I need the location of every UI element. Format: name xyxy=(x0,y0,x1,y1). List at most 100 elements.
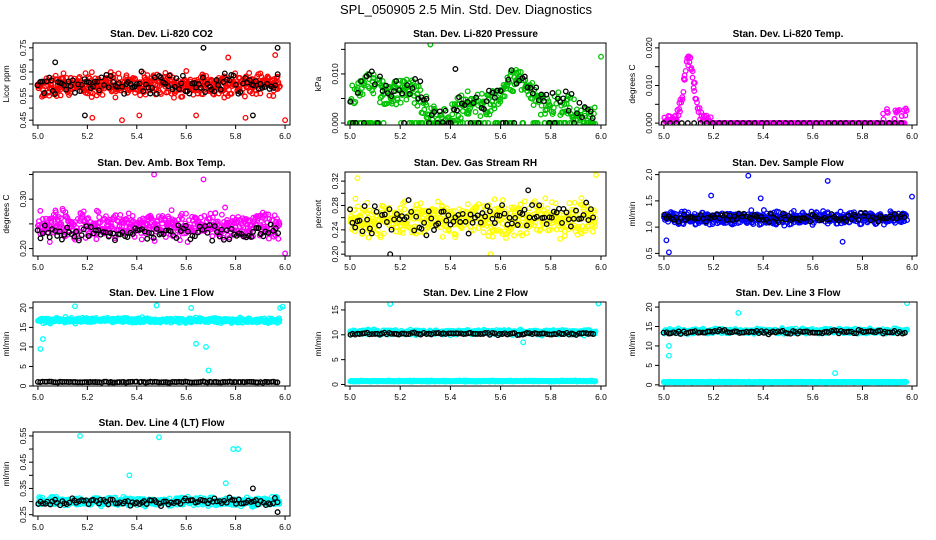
x-tick-label: 6.0 xyxy=(279,392,291,402)
data-point xyxy=(590,120,597,125)
data-point xyxy=(153,225,160,232)
y-tick-label: 0.30 xyxy=(18,191,28,208)
x-tick-label: 5.4 xyxy=(444,262,456,272)
data-point xyxy=(216,233,223,240)
data-point xyxy=(879,120,886,125)
data-point xyxy=(266,216,273,223)
data-point xyxy=(215,82,222,89)
data-point xyxy=(228,379,235,386)
data-point xyxy=(592,120,599,125)
plot-frame xyxy=(344,42,607,126)
data-point xyxy=(533,84,540,91)
data-point xyxy=(439,202,445,209)
data-point xyxy=(719,212,726,219)
x-tick-label: 5.2 xyxy=(81,131,93,141)
y-tick-label: 0.20 xyxy=(18,240,28,257)
data-point xyxy=(398,120,405,125)
data-point xyxy=(598,53,604,60)
data-point xyxy=(48,217,55,224)
data-point xyxy=(693,220,699,227)
data-point xyxy=(182,222,189,229)
data-point xyxy=(667,120,674,125)
data-point xyxy=(349,219,356,226)
data-point xyxy=(426,112,432,118)
data-point xyxy=(567,223,574,230)
data-point xyxy=(94,78,101,85)
data-point xyxy=(673,117,680,124)
data-point xyxy=(168,207,175,214)
data-point xyxy=(782,120,789,125)
data-point xyxy=(794,120,801,125)
data-point xyxy=(527,84,534,91)
data-point xyxy=(464,99,471,105)
data-point xyxy=(64,224,71,231)
data-point xyxy=(160,379,167,386)
x-tick-label: 5.4 xyxy=(131,392,143,402)
x-tick-label: 5.4 xyxy=(444,131,456,141)
data-point xyxy=(218,211,225,218)
data-point xyxy=(237,89,244,96)
data-point xyxy=(660,120,667,125)
data-point xyxy=(529,79,536,86)
data-point xyxy=(434,198,441,205)
data-point xyxy=(724,216,730,223)
data-point xyxy=(593,172,599,178)
data-point xyxy=(533,213,540,220)
data-point xyxy=(589,115,596,122)
points-layer xyxy=(346,43,604,125)
data-point xyxy=(376,222,383,229)
data-point xyxy=(356,217,363,224)
data-point xyxy=(679,96,686,103)
data-point xyxy=(207,83,213,90)
data-point xyxy=(82,70,89,77)
data-point xyxy=(578,195,585,202)
data-point xyxy=(579,114,585,121)
data-point xyxy=(689,68,696,75)
data-point xyxy=(745,172,752,179)
data-point xyxy=(39,230,46,237)
x-tick-label: 6.0 xyxy=(279,262,291,272)
data-point xyxy=(837,208,844,215)
data-point xyxy=(401,120,408,125)
data-point xyxy=(89,114,96,121)
data-point xyxy=(464,88,471,95)
data-point xyxy=(512,214,519,221)
data-point xyxy=(709,120,716,125)
data-point xyxy=(826,216,833,222)
data-point xyxy=(494,212,501,219)
data-point xyxy=(469,219,476,226)
x-tick-label: 5.0 xyxy=(658,131,670,141)
data-point xyxy=(825,120,832,125)
data-point xyxy=(46,239,53,245)
y-tick-label: 0.75 xyxy=(18,39,28,56)
data-point xyxy=(451,106,458,113)
data-point xyxy=(550,104,557,111)
data-point xyxy=(79,211,86,218)
data-point xyxy=(570,116,577,123)
data-point xyxy=(440,208,447,215)
data-point xyxy=(85,233,92,239)
chart-title: Stan. Dev. Amb. Box Temp. xyxy=(97,158,225,169)
data-point xyxy=(473,205,480,212)
data-point xyxy=(48,77,55,84)
data-point xyxy=(745,120,752,125)
data-point xyxy=(186,217,192,224)
data-point xyxy=(489,233,496,240)
data-point xyxy=(760,216,767,223)
data-point xyxy=(37,345,44,352)
data-point xyxy=(153,90,160,97)
data-point xyxy=(354,89,361,96)
data-point xyxy=(536,202,543,209)
data-point xyxy=(255,225,262,232)
data-point xyxy=(230,72,237,79)
data-point xyxy=(416,120,422,125)
data-point xyxy=(691,120,698,125)
plot-frame xyxy=(658,171,918,257)
data-point xyxy=(405,197,412,204)
data-point xyxy=(789,215,796,222)
data-point xyxy=(189,213,196,220)
data-point xyxy=(679,94,686,101)
data-point xyxy=(454,107,460,114)
data-point xyxy=(358,78,365,85)
data-point xyxy=(852,213,859,220)
